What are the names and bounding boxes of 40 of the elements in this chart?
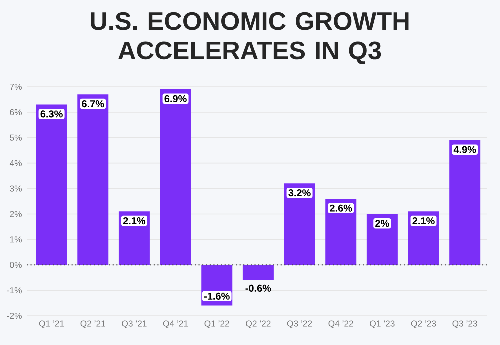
y-tick-label: 5% bbox=[10, 134, 22, 141]
y-tick-label: -2% bbox=[7, 312, 22, 320]
data-label: 2.1% bbox=[412, 218, 435, 225]
y-tick-label: 4% bbox=[10, 160, 22, 166]
y-tick-label: -1% bbox=[7, 288, 22, 294]
x-tick-label: Q3 ’22 bbox=[287, 320, 312, 328]
data-label: 2.1% bbox=[123, 218, 146, 225]
x-tick-label: Q2 ’21 bbox=[80, 320, 106, 328]
y-tick-label: 6% bbox=[10, 109, 22, 116]
bar bbox=[242, 265, 274, 280]
data-label: 2.6% bbox=[330, 204, 352, 212]
x-tick-label: Q3 ’21 bbox=[122, 320, 147, 328]
x-tick-label: Q3 ’23 bbox=[452, 320, 478, 328]
data-label: 6.7% bbox=[82, 100, 104, 108]
bar bbox=[284, 184, 316, 266]
x-tick-label: Q1 ’23 bbox=[370, 320, 395, 328]
y-tick-label: 7% bbox=[10, 84, 22, 90]
data-label: -0.6% bbox=[246, 284, 272, 292]
data-label: 2% bbox=[376, 220, 390, 228]
x-tick-label: Q2 ’23 bbox=[411, 320, 436, 328]
x-tick-label: Q1 ’21 bbox=[39, 320, 64, 328]
bar bbox=[78, 94, 109, 266]
y-tick-label: 1% bbox=[10, 236, 22, 243]
data-label: 6.3% bbox=[40, 110, 63, 118]
x-tick-label: Q2 ’22 bbox=[246, 320, 271, 328]
x-tick-label: Q1 ’22 bbox=[204, 320, 230, 328]
bar bbox=[36, 104, 68, 266]
x-tick-label: Q4 ’22 bbox=[328, 320, 354, 328]
data-label: 3.2% bbox=[288, 190, 311, 197]
data-label: -1.6% bbox=[204, 292, 230, 300]
bar bbox=[450, 140, 481, 266]
y-tick-label: 2% bbox=[10, 211, 22, 218]
x-tick-label: Q4 ’21 bbox=[163, 320, 188, 328]
data-label: 4.9% bbox=[454, 146, 476, 154]
data-label: 6.9% bbox=[164, 95, 187, 102]
chart-title: U.S. ECONOMIC GROWTH ACCELERATES IN Q3 bbox=[91, 12, 409, 64]
bar bbox=[160, 90, 192, 266]
y-tick-label: 3% bbox=[10, 186, 22, 192]
y-tick-label: 0% bbox=[10, 262, 22, 268]
bar bbox=[366, 214, 398, 266]
